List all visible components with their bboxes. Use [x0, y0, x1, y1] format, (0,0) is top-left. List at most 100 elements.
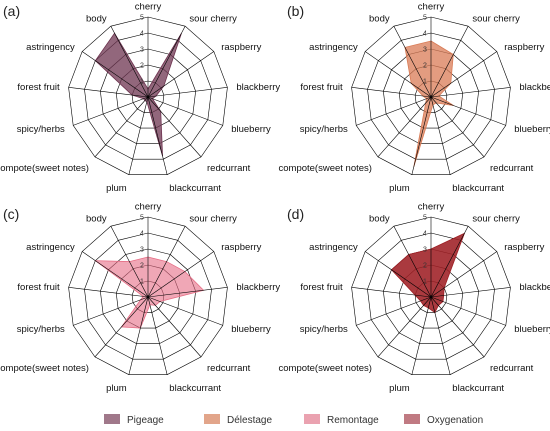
axis-label-compote-sweet-notes: compote(sweet notes) — [279, 163, 372, 174]
axis-spoke — [68, 287, 149, 298]
axis-label-sour-cherry: sour cherry — [472, 214, 520, 225]
grid-ring — [100, 248, 196, 344]
axis-label-compote-sweet-notes: compote(sweet notes) — [279, 363, 372, 374]
legend-label-delestage: Délestage — [227, 415, 272, 426]
axis-spoke — [147, 87, 228, 98]
tick-label: 1 — [423, 79, 427, 86]
axis-label-blackcurrant: blackcurrant — [452, 183, 504, 194]
legend-swatch-oxygenation — [404, 414, 420, 424]
axis-label-body: body — [369, 14, 390, 25]
series-area-remontage — [94, 256, 205, 329]
axis-label-compote-sweet-notes: compote(sweet notes) — [0, 163, 89, 174]
tick-label: 4 — [140, 31, 144, 38]
axis-spoke — [147, 226, 186, 298]
axis-spoke — [430, 296, 485, 358]
tick-label: 2 — [423, 263, 427, 270]
axis-spoke — [94, 96, 149, 158]
tick-label: 4 — [423, 231, 427, 238]
tick-label: 2 — [423, 63, 427, 70]
axis-spoke — [393, 226, 432, 298]
axis-spoke — [147, 96, 223, 126]
series-area-pigeage — [94, 32, 182, 157]
tick-label: 4 — [423, 31, 427, 38]
axis-label-sour-cherry: sour cherry — [189, 14, 237, 25]
axis-spoke — [393, 26, 432, 98]
grid-ring — [68, 216, 228, 375]
axis-label-spicy-herbs: spicy/herbs — [300, 124, 348, 135]
legend-item-oxygenation: Oxygenation — [404, 414, 483, 426]
axis-label-body: body — [86, 14, 107, 25]
grid-ring — [383, 48, 479, 144]
tick-label: 1 — [140, 79, 144, 86]
axis-label-sour-cherry: sour cherry — [189, 214, 237, 225]
axis-label-blackcurrant: blackcurrant — [169, 183, 221, 194]
axis-label-body: body — [369, 214, 390, 225]
grid-ring — [367, 232, 495, 360]
legend: Pigeage Délestage Remontage Oxygenation — [104, 414, 483, 426]
axis-spoke — [351, 287, 432, 298]
axis-label-body: body — [86, 214, 107, 225]
grid-ring — [398, 64, 464, 129]
legend-item-pigeage: Pigeage — [104, 414, 164, 426]
axis-spoke — [377, 296, 432, 358]
axis-label-forest-fruit: forest fruit — [17, 282, 60, 293]
axis-label-cherry: cherry — [418, 2, 445, 13]
axis-spoke — [430, 226, 469, 298]
axis-label-raspberry: raspberry — [504, 42, 544, 53]
axis-spoke — [110, 226, 149, 298]
axis-spoke — [430, 51, 498, 98]
axis-label-redcurrant: redcurrant — [207, 163, 251, 174]
legend-swatch-pigeage — [104, 414, 120, 424]
legend-item-delestage: Délestage — [204, 414, 272, 426]
tick-label: 2 — [140, 63, 144, 70]
axis-spoke — [430, 296, 451, 375]
grid-ring — [100, 48, 196, 144]
axis-label-astringency: astringency — [26, 42, 75, 53]
grid-ring — [84, 232, 212, 360]
axis-label-forest-fruit: forest fruit — [300, 282, 343, 293]
axis-spoke — [364, 51, 432, 98]
axis-label-forest-fruit: forest fruit — [300, 82, 343, 93]
axis-spoke — [356, 96, 432, 126]
axis-spoke — [351, 87, 432, 98]
axis-label-cherry: cherry — [418, 202, 445, 213]
axis-label-redcurrant: redcurrant — [490, 363, 534, 374]
axis-spoke — [430, 287, 511, 298]
axis-label-raspberry: raspberry — [504, 242, 544, 253]
axis-label-redcurrant: redcurrant — [490, 163, 534, 174]
axis-label-astringency: astringency — [309, 242, 358, 253]
tick-label: 5 — [423, 215, 427, 222]
axis-label-astringency: astringency — [309, 42, 358, 53]
tick-label: 4 — [140, 231, 144, 238]
axis-label-blackberry: blackberry — [236, 82, 280, 93]
axis-label-blackberry: blackberry — [519, 82, 550, 93]
axis-label-blueberry: blueberry — [231, 124, 271, 135]
tick-label: 3 — [140, 247, 144, 254]
axis-spoke — [430, 87, 511, 98]
axis-spoke — [147, 287, 228, 298]
panel-label: (c) — [3, 206, 19, 222]
axis-spoke — [110, 26, 149, 98]
axis-spoke — [147, 296, 168, 375]
axis-label-redcurrant: redcurrant — [207, 363, 251, 374]
series-area-oxygenation — [390, 232, 466, 314]
axis-spoke — [430, 96, 485, 158]
panels-layer: (a) 1 2 3 4 5 cherry sour cherry raspberry blackb… — [0, 2, 550, 394]
axis-label-plum: plum — [106, 383, 127, 394]
axis-label-sour-cherry: sour cherry — [472, 14, 520, 25]
axis-label-cherry: cherry — [135, 2, 162, 13]
grid-ring — [351, 216, 511, 375]
axis-spoke — [147, 26, 186, 98]
axis-spoke — [411, 296, 432, 375]
axis-spoke — [430, 296, 506, 326]
axis-spoke — [73, 296, 149, 326]
axis-label-blueberry: blueberry — [514, 124, 550, 135]
grid-ring — [68, 16, 228, 175]
panel-label: (b) — [287, 3, 304, 19]
radar-panel-4: (d) 1 2 3 4 5 cherry sour cherry raspberry blackb… — [279, 202, 550, 394]
legend-label-remontage: Remontage — [327, 415, 379, 426]
axis-spoke — [147, 251, 215, 298]
axis-label-blueberry: blueberry — [514, 324, 550, 335]
axis-label-spicy-herbs: spicy/herbs — [17, 124, 65, 135]
